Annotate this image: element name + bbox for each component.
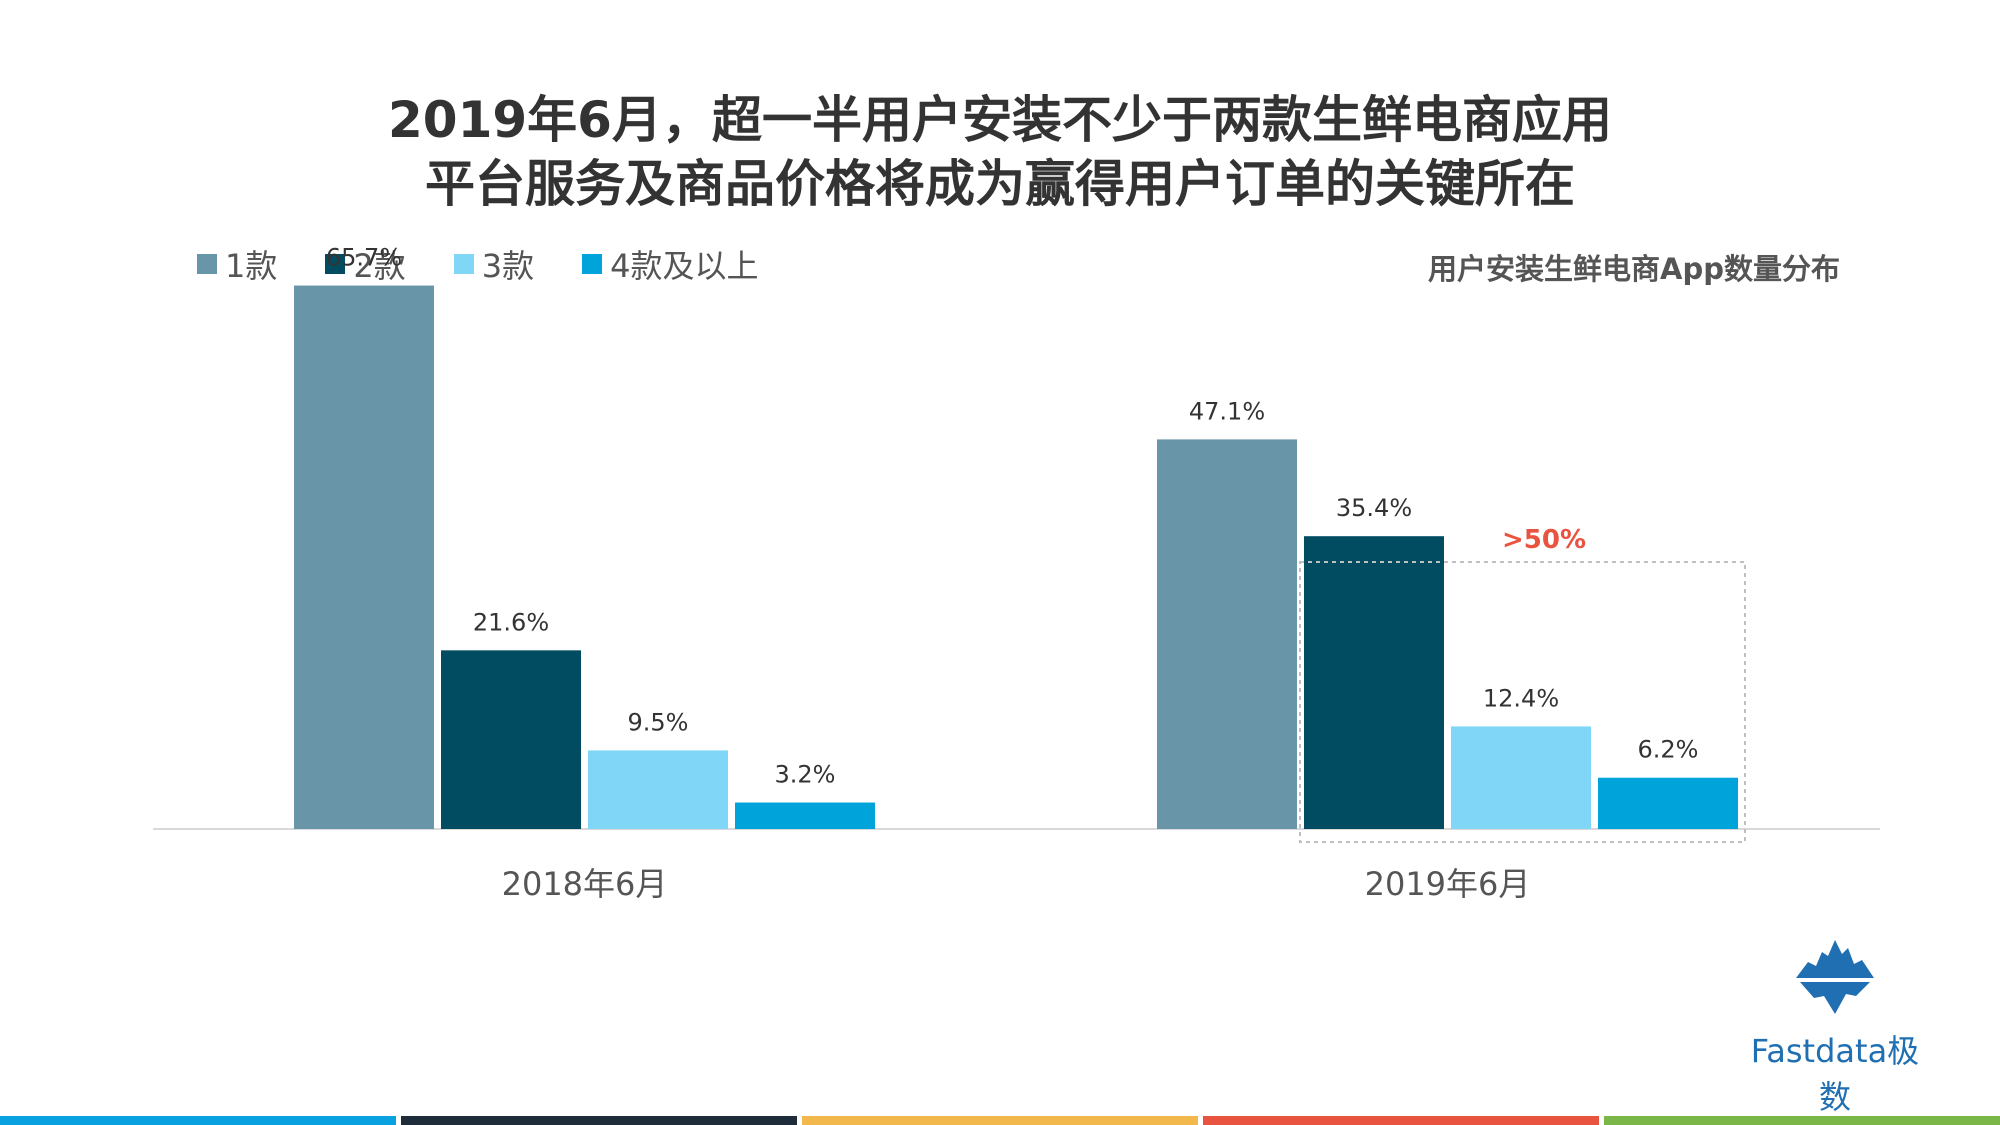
data-label-1-1: 65.7% [326,244,402,272]
bottom-color-bar [0,1116,2000,1125]
legend-item-1: 1款 [197,241,277,287]
bottom-bar-segment-5 [1604,1116,2000,1125]
data-label-2-2: 35.4% [1336,494,1412,522]
bottom-bar-segment-2 [401,1116,797,1125]
fastdata-logo: Fastdata极数 [1735,938,1935,1118]
bar-1-2 [441,650,581,829]
chart-subtitle: 用户安装生鲜电商App数量分布 [1428,252,1840,286]
legend-label-2: 2款 [353,247,406,285]
bar-2-1 [1157,439,1297,829]
legend-label-4: 4款及以上 [610,247,759,285]
bar-1-1 [294,285,434,829]
annotation-over-50: >50% [1502,525,1586,555]
legend-swatch-1 [197,254,217,274]
data-label-2-3: 12.4% [1483,684,1559,712]
legend-item-4: 4款及以上 [582,241,759,287]
data-label-2-1: 47.1% [1189,397,1265,425]
logo-text: Fastdata极数 [1750,1032,1920,1116]
bottom-bar-segment-1 [0,1116,396,1125]
category-label-2: 2019年6月 [1365,865,1531,903]
highlight-box [1299,561,1746,843]
bar-2-3 [1451,726,1591,829]
bar-1-4 [735,802,875,829]
bar-2-2 [1304,536,1444,829]
title-line-2: 平台服务及商品价格将成为赢得用户订单的关键所在 [425,155,1575,213]
data-label-1-3: 9.5% [628,708,689,736]
title-line-1: 2019年6月，超一半用户安装不少于两款生鲜电商应用 [388,91,1612,149]
iceberg-icon [1796,940,1874,1014]
category-label-1: 2018年6月 [502,865,668,903]
chart-legend: 1款 2款 3款 4款及以上 [197,241,807,287]
bar-1-3 [588,750,728,829]
legend-item-3: 3款 [453,241,535,287]
bar-2-4 [1598,777,1738,829]
bottom-bar-segment-4 [1203,1116,1599,1125]
bottom-bar-segment-3 [802,1116,1198,1125]
legend-item-2: 2款 [325,241,406,287]
data-label-1-4: 3.2% [775,761,836,789]
data-label-2-4: 6.2% [1638,736,1699,764]
legend-swatch-4 [582,254,603,274]
legend-swatch-2 [325,254,346,274]
page-title: 2019年6月，超一半用户安装不少于两款生鲜电商应用 平台服务及商品价格将成为赢… [0,88,2000,216]
data-label-1-2: 21.6% [473,608,549,636]
legend-label-3: 3款 [481,247,535,285]
legend-label-1: 1款 [225,247,278,285]
legend-swatch-3 [453,254,474,274]
